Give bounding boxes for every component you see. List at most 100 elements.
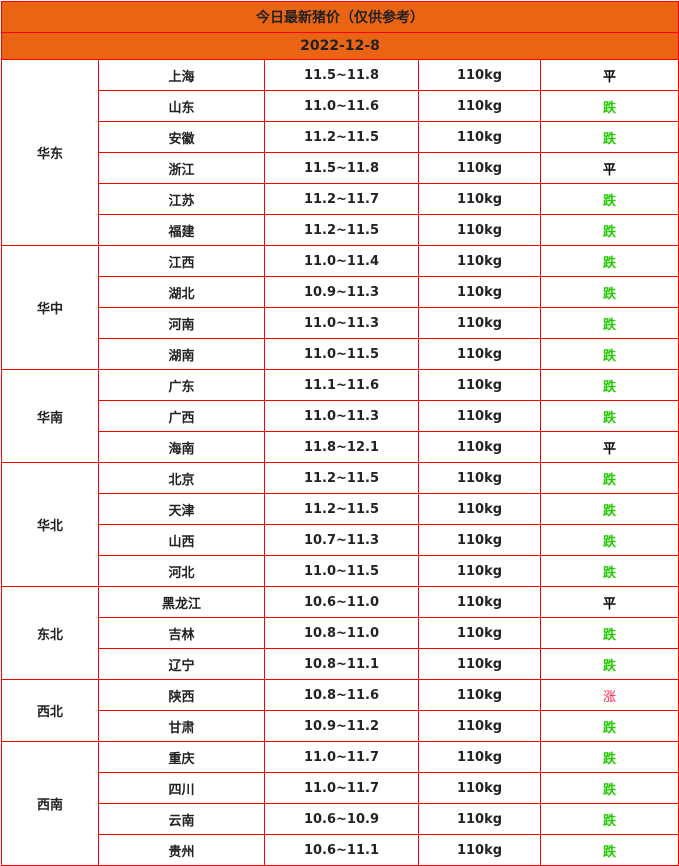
region-cell: 东北 — [1, 586, 99, 680]
table-row: 湖北 10.9~11.3 110kg 跌 — [2, 276, 679, 308]
province-cell: 四川 — [98, 772, 265, 804]
price-cell: 11.0~11.7 — [264, 741, 419, 773]
weight-cell: 110kg — [418, 183, 541, 215]
region-cell: 华南 — [1, 369, 99, 463]
price-cell: 11.0~11.6 — [264, 90, 419, 122]
weight-cell: 110kg — [418, 307, 541, 339]
weight-cell: 110kg — [418, 400, 541, 432]
trend-cell: 跌 — [539, 307, 679, 339]
price-cell: 11.0~11.7 — [264, 772, 419, 804]
region-cell: 华中 — [1, 245, 99, 370]
table-row: 云南 10.6~10.9 110kg 跌 — [2, 803, 679, 835]
weight-cell: 110kg — [418, 121, 541, 153]
table-row: 河南 11.0~11.3 110kg 跌 — [2, 307, 679, 339]
region-cell: 华东 — [1, 59, 99, 246]
trend-cell: 跌 — [539, 524, 679, 556]
weight-cell: 110kg — [418, 555, 541, 587]
province-cell: 浙江 — [98, 152, 265, 184]
weight-cell: 110kg — [418, 152, 541, 184]
trend-cell: 跌 — [539, 772, 679, 804]
price-cell: 11.2~11.5 — [264, 214, 419, 246]
trend-cell: 跌 — [539, 400, 679, 432]
table-row: 山东 11.0~11.6 110kg 跌 — [2, 90, 679, 122]
date-row: 2022-12-8 — [0, 32, 679, 60]
province-cell: 湖北 — [98, 276, 265, 308]
table-title: 今日最新猪价（仅供参考） — [0, 1, 679, 33]
trend-cell: 跌 — [539, 462, 679, 494]
trend-cell: 平 — [539, 586, 679, 618]
province-cell: 陕西 — [98, 679, 265, 711]
weight-cell: 110kg — [418, 369, 541, 401]
trend-cell: 平 — [539, 59, 679, 91]
province-cell: 广东 — [98, 369, 265, 401]
trend-cell: 跌 — [539, 555, 679, 587]
title-row: 今日最新猪价（仅供参考） — [0, 1, 679, 33]
table-row: 西北 陕西 10.8~11.6 110kg 涨 — [1, 679, 679, 742]
table-row: 河北 11.0~11.5 110kg 跌 — [2, 555, 679, 587]
weight-cell: 110kg — [418, 617, 541, 649]
weight-cell: 110kg — [418, 834, 541, 866]
trend-cell: 平 — [539, 431, 679, 463]
table-row: 福建 11.2~11.5 110kg 跌 — [2, 214, 679, 246]
province-cell: 河北 — [98, 555, 265, 587]
weight-cell: 110kg — [418, 710, 541, 742]
table-row: 华中 江西 11.0~11.4 110kg 跌 — [1, 245, 679, 370]
province-cell: 河南 — [98, 307, 265, 339]
table-date: 2022-12-8 — [0, 32, 679, 60]
trend-cell: 跌 — [539, 493, 679, 525]
weight-cell: 110kg — [418, 431, 541, 463]
province-cell: 甘肃 — [98, 710, 265, 742]
table-row: 广西 11.0~11.3 110kg 跌 — [2, 400, 679, 432]
province-cell: 广西 — [98, 400, 265, 432]
province-cell: 湖南 — [98, 338, 265, 370]
table-row: 浙江 11.5~11.8 110kg 平 — [2, 152, 679, 184]
trend-cell: 平 — [539, 152, 679, 184]
price-cell: 11.2~11.7 — [264, 183, 419, 215]
price-cell: 11.0~11.5 — [264, 338, 419, 370]
table-row: 江苏 11.2~11.7 110kg 跌 — [2, 183, 679, 215]
price-cell: 11.0~11.3 — [264, 307, 419, 339]
weight-cell: 110kg — [418, 462, 541, 494]
province-cell: 江苏 — [98, 183, 265, 215]
table-row: 甘肃 10.9~11.2 110kg 跌 — [2, 710, 679, 742]
province-cell: 贵州 — [98, 834, 265, 866]
province-cell: 云南 — [98, 803, 265, 835]
price-cell: 11.0~11.3 — [264, 400, 419, 432]
weight-cell: 110kg — [418, 803, 541, 835]
trend-cell: 跌 — [539, 245, 679, 277]
trend-cell: 跌 — [539, 183, 679, 215]
trend-cell: 跌 — [539, 803, 679, 835]
trend-cell: 跌 — [539, 617, 679, 649]
price-cell: 11.5~11.8 — [264, 59, 419, 91]
weight-cell: 110kg — [418, 648, 541, 680]
weight-cell: 110kg — [418, 741, 541, 773]
table-row: 华东 上海 11.5~11.8 110kg 平 — [1, 59, 679, 246]
province-cell: 江西 — [98, 245, 265, 277]
trend-cell: 跌 — [539, 710, 679, 742]
table-row: 辽宁 10.8~11.1 110kg 跌 — [2, 648, 679, 680]
trend-cell: 跌 — [539, 741, 679, 773]
table-row: 山西 10.7~11.3 110kg 跌 — [2, 524, 679, 556]
price-cell: 11.2~11.5 — [264, 121, 419, 153]
table-row: 华北 北京 11.2~11.5 110kg 跌 — [1, 462, 679, 587]
weight-cell: 110kg — [418, 214, 541, 246]
trend-cell: 涨 — [539, 679, 679, 711]
price-cell: 11.0~11.4 — [264, 245, 419, 277]
table-row: 吉林 10.8~11.0 110kg 跌 — [2, 617, 679, 649]
price-cell: 10.6~11.1 — [264, 834, 419, 866]
province-cell: 重庆 — [98, 741, 265, 773]
price-cell: 11.0~11.5 — [264, 555, 419, 587]
price-cell: 11.5~11.8 — [264, 152, 419, 184]
trend-cell: 跌 — [539, 214, 679, 246]
trend-cell: 跌 — [539, 648, 679, 680]
region-cell: 华北 — [1, 462, 99, 587]
weight-cell: 110kg — [418, 90, 541, 122]
weight-cell: 110kg — [418, 493, 541, 525]
price-cell: 11.1~11.6 — [264, 369, 419, 401]
province-cell: 山西 — [98, 524, 265, 556]
province-cell: 福建 — [98, 214, 265, 246]
province-cell: 天津 — [98, 493, 265, 525]
weight-cell: 110kg — [418, 338, 541, 370]
weight-cell: 110kg — [418, 245, 541, 277]
